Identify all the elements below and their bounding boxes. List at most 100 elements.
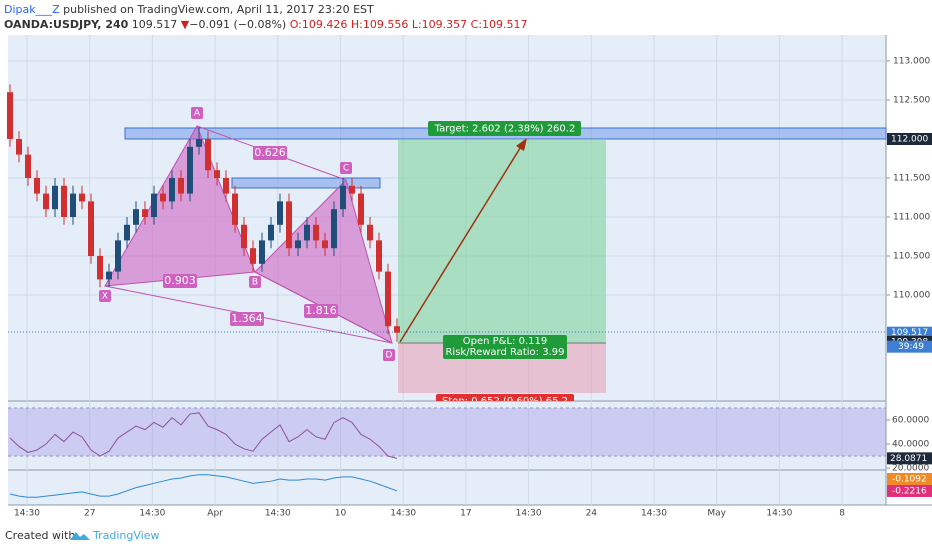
arrow: ▼	[180, 18, 190, 31]
stop-label-bg	[436, 394, 574, 401]
candle-body	[7, 92, 13, 139]
y-tick-label: 110.500	[893, 251, 930, 261]
y-tick-label: 110.000	[893, 291, 930, 301]
candle-body	[340, 185, 346, 210]
x-tick-label: Apr	[207, 509, 223, 519]
candle-body	[214, 170, 220, 178]
change: −0.091 (−0.08%)	[189, 18, 287, 31]
candle-body	[322, 240, 328, 249]
candle-body	[61, 185, 67, 217]
ratio-label: 0.903	[164, 274, 196, 287]
x-tick-label: 10	[335, 509, 347, 519]
point-label-bg	[340, 162, 352, 174]
x-tick-label: 24	[586, 509, 598, 519]
candle-body	[70, 193, 76, 217]
candle-body	[367, 224, 373, 241]
brand[interactable]: TradingView	[92, 529, 159, 542]
candle-body	[79, 193, 85, 202]
candle-body	[331, 209, 337, 249]
candle-body	[115, 240, 121, 272]
x-tick-label: 14:30	[265, 509, 291, 519]
candle-body	[169, 177, 175, 202]
candle-body	[286, 201, 292, 249]
x-tick-label: 14:30	[641, 509, 667, 519]
target-label-bg	[428, 121, 581, 136]
candle-body	[277, 201, 283, 225]
point-label-bg	[99, 290, 111, 302]
high: H:109.556	[350, 18, 409, 31]
price-tag	[887, 132, 932, 145]
macd-tag-label: -0.1092	[892, 474, 927, 484]
arrow-head	[516, 138, 527, 151]
logo[interactable]	[70, 532, 90, 540]
x-tick-label: 14:30	[390, 509, 416, 519]
candle-body	[133, 209, 139, 225]
x-tick-label: 14:30	[766, 509, 792, 519]
ratio-label: 0.626	[254, 146, 286, 159]
candle-body	[259, 240, 265, 264]
countdown: 39:49	[898, 342, 924, 352]
macd-tag	[887, 472, 932, 485]
x-tick-label: 8	[839, 509, 845, 519]
close: C:109.517	[470, 18, 528, 31]
header: Dipak___Z published on TradingView.com, …	[4, 2, 528, 32]
published: published on TradingView.com, April 11, …	[63, 3, 374, 16]
price-tag	[887, 326, 932, 339]
rsi-tag-label: 28.0871	[890, 454, 927, 464]
ratio-label-bg	[230, 312, 264, 326]
candle-body	[313, 224, 319, 241]
candle-body	[43, 193, 49, 210]
candle-body	[97, 255, 103, 280]
y-tick-label: 111.500	[893, 173, 930, 183]
ratio-label: 1.364	[231, 312, 263, 325]
x-tick-label: 17	[460, 509, 471, 519]
price-axis	[886, 35, 932, 522]
symbol: OANDA:USDJPY, 240	[4, 18, 129, 31]
candle-body	[151, 193, 157, 217]
author[interactable]: Dipak___Z	[4, 3, 60, 16]
candle-body	[376, 240, 382, 272]
candle-body	[16, 138, 22, 155]
y-tick-label: 111.000	[893, 212, 930, 222]
candle-body	[250, 248, 256, 264]
point-label: D	[386, 351, 393, 361]
footer-text: Created with	[5, 529, 75, 542]
candle-body	[124, 224, 130, 241]
candle-body	[304, 224, 310, 241]
candle-body	[394, 326, 400, 333]
rsi-band	[8, 408, 886, 457]
ratio-label-bg	[163, 274, 197, 288]
candle-body	[160, 193, 166, 202]
rr-label: Risk/Reward Ratio: 3.99	[445, 347, 564, 358]
candle-body	[385, 271, 391, 327]
arrow-line	[399, 144, 523, 343]
rsi-line	[9, 412, 398, 459]
countdown-tag	[887, 340, 932, 353]
stop-label: Stop: 0.652 (0.60%) 65.2	[442, 396, 568, 407]
footer-bar	[0, 522, 932, 550]
header-line: Dipak___Z published on TradingView.com, …	[4, 2, 528, 17]
x-tick-label: 14:30	[516, 509, 542, 519]
point-label-bg	[191, 107, 203, 119]
ratio-label-bg	[304, 304, 338, 318]
y-tick-label: 112.500	[893, 95, 930, 105]
candle-body	[232, 193, 238, 225]
point-label: B	[252, 278, 258, 288]
x-tick-label: 27	[84, 509, 95, 519]
price-tag-label: 112.000	[891, 134, 928, 144]
rsi-tag	[887, 452, 932, 465]
candle-body	[241, 224, 247, 249]
point-label: C	[343, 164, 349, 174]
x-tick-label: May	[707, 509, 726, 519]
target-label: Target: 2.602 (2.38%) 260.2	[434, 124, 576, 135]
point-label: A	[194, 109, 201, 119]
pnl-label: Open P&L: 0.119	[463, 336, 547, 347]
low: L:109.357	[411, 18, 468, 31]
open: O:109.426	[289, 18, 348, 31]
candle-body	[349, 185, 355, 194]
rsi-tick-label: 40.0000	[892, 440, 929, 450]
candle-body	[142, 209, 148, 217]
ratio-label: 1.816	[305, 304, 337, 317]
